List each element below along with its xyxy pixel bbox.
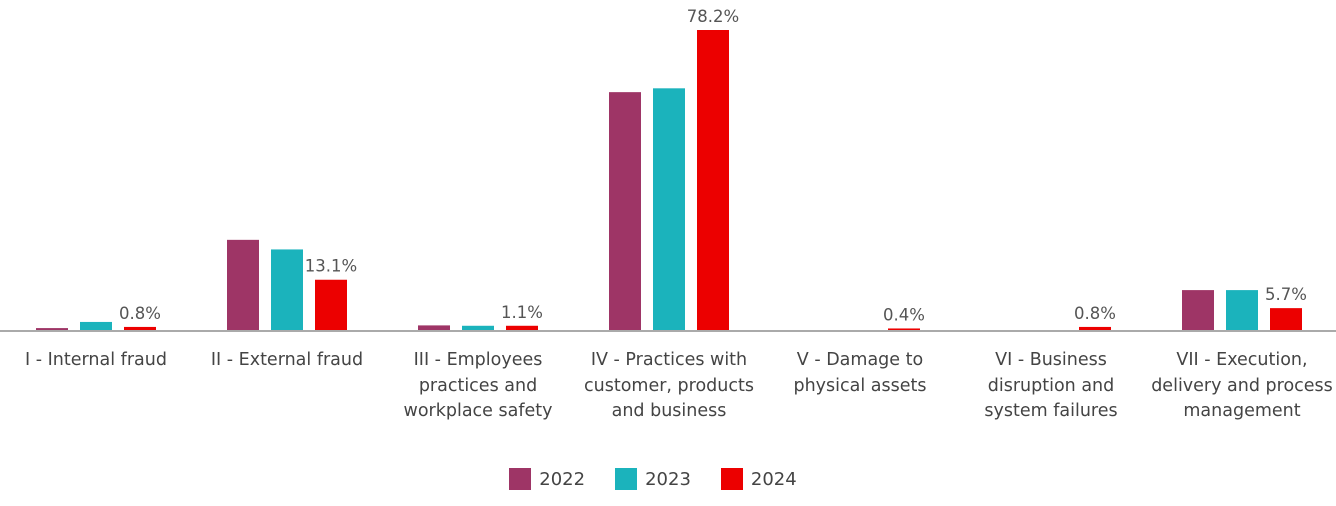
bar-2022-2 xyxy=(418,325,450,330)
bar-2022-6 xyxy=(1182,290,1214,330)
bar-2022-0 xyxy=(36,328,68,330)
bar-2024-4 xyxy=(888,328,920,330)
x-tick-label: IV - Practices with customer, products a… xyxy=(584,350,754,421)
bar-2023-1 xyxy=(271,249,303,330)
legend-label: 2022 xyxy=(539,468,586,490)
data-label: 0.8% xyxy=(119,304,161,323)
bar-2023-0 xyxy=(80,321,112,330)
legend-swatch xyxy=(509,468,532,490)
legend-label: 2023 xyxy=(645,468,691,490)
x-tick-label: II - External fraud xyxy=(210,350,364,370)
bar-2024-0 xyxy=(124,326,156,330)
legend-label: 2024 xyxy=(750,468,797,490)
legend: 2022 2023 2024 xyxy=(0,468,1336,490)
x-tick-label: V - Damage to physical assets xyxy=(793,350,927,396)
bar-2022-1 xyxy=(227,239,259,330)
bar-2024-1 xyxy=(315,279,347,330)
data-label: 78.2% xyxy=(687,7,739,26)
legend-item-2024: 2024 xyxy=(720,468,797,490)
data-label: 0.8% xyxy=(1074,304,1116,323)
x-tick-label: III - Employees practices and workplace … xyxy=(403,350,553,421)
bar-2024-3 xyxy=(697,30,729,330)
legend-swatch xyxy=(720,468,743,490)
x-tick-label: VI - Business disruption and system fail… xyxy=(984,350,1118,421)
legend-item-2022: 2022 xyxy=(509,468,585,490)
bar-2023-3 xyxy=(653,88,685,331)
x-tick-label: VII - Execution, delivery and process ma… xyxy=(1151,350,1333,421)
legend-item-2023: 2023 xyxy=(615,468,691,490)
bar-2024-6 xyxy=(1270,308,1302,330)
legend-swatch xyxy=(615,468,638,490)
bar-2023-2 xyxy=(462,325,494,330)
data-label: 13.1% xyxy=(305,257,357,276)
data-label: 0.4% xyxy=(883,305,925,324)
x-tick-label: I - Internal fraud xyxy=(25,350,167,370)
bar-2023-6 xyxy=(1226,290,1258,330)
data-label: 5.7% xyxy=(1265,285,1307,304)
data-label: 1.1% xyxy=(501,303,543,322)
bar-2022-3 xyxy=(609,92,641,330)
bar-2024-5 xyxy=(1079,326,1111,330)
bar-2024-2 xyxy=(506,325,538,330)
